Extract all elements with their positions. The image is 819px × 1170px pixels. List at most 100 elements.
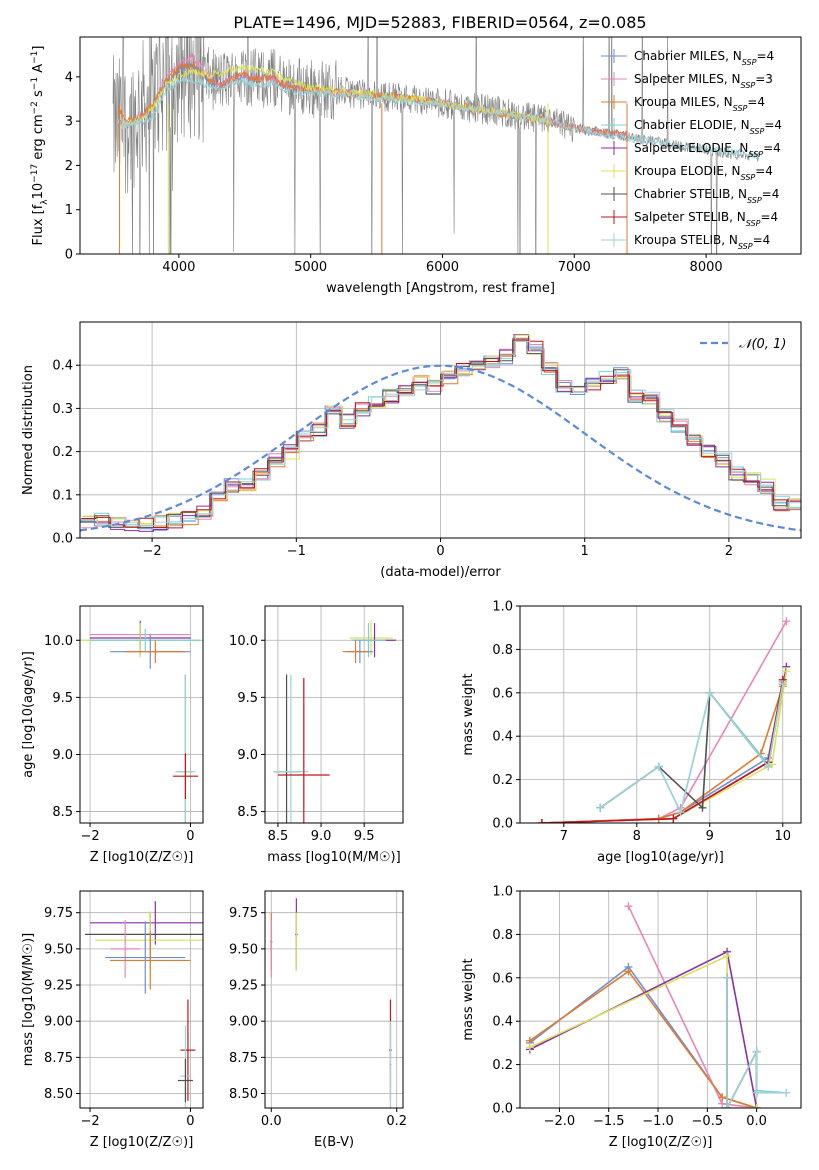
y-tick-label: 0.8 xyxy=(492,643,513,658)
x-tick-label: 0.0 xyxy=(746,1114,767,1129)
y-tick-label: 9.75 xyxy=(229,906,258,921)
y-tick-label: 1.0 xyxy=(492,600,513,615)
panel-mass-vs-metallicity: −2 0 8.50 8.75 9.00 9.25 9.50 9.75 Z [log10(Z/Z☉… xyxy=(21,890,204,1150)
plot-area xyxy=(80,620,201,823)
y-tick-label: 9.5 xyxy=(52,691,73,706)
y-tick-label: 10.0 xyxy=(229,634,258,649)
legend-label: Salpeter ELODIE, NSSP=4 xyxy=(634,141,781,159)
mass-weight-line xyxy=(599,681,784,815)
legend-label: Kroupa MILES, NSSP=4 xyxy=(634,95,765,113)
x-tick-label: 0.0 xyxy=(261,1114,282,1129)
x-axis-label: Z [log10(Z/Z☉)] xyxy=(90,1135,194,1150)
x-tick-label: −2 xyxy=(143,544,162,559)
x-tick-label: 0 xyxy=(436,544,444,559)
axes-frame xyxy=(79,605,204,824)
x-tick-label: 7000 xyxy=(558,260,591,275)
legend-label-sub: SSP xyxy=(738,242,753,251)
y-tick-label: 8.5 xyxy=(237,805,258,820)
x-tick-label: −1.5 xyxy=(593,1114,625,1129)
histogram-series xyxy=(81,339,801,529)
gridlines xyxy=(520,605,801,824)
x-tick-label: −0.5 xyxy=(692,1114,724,1129)
x-axis-label: Z [log10(Z/Z☉)] xyxy=(90,850,194,865)
legend-label-text: Chabrier STELIB, N xyxy=(634,187,747,201)
x-axis-label: (data-model)/error xyxy=(380,565,501,580)
y-tick-label: 9.0 xyxy=(237,748,258,763)
legend-label-text: Salpeter ELODIE, N xyxy=(634,141,748,155)
legend-label-value: =4 xyxy=(763,141,781,155)
mass-weight-line xyxy=(529,954,757,1108)
y-axis-label: age [log10(age/yr)] xyxy=(21,651,36,778)
x-tick-label: 2 xyxy=(725,544,733,559)
legend-label: Salpeter MILES, NSSP=3 xyxy=(634,72,773,90)
histogram-series xyxy=(82,334,801,527)
gridlines xyxy=(80,891,203,1108)
y-tick-label: 9.00 xyxy=(44,1015,73,1030)
legend-label-value: =4 xyxy=(755,164,773,178)
x-tick-label: 0 xyxy=(186,829,194,844)
mass-weight-line xyxy=(529,970,757,1108)
x-tick-label: 6000 xyxy=(426,260,459,275)
y-axis-label-part: Flux [f xyxy=(31,204,46,245)
y-tick-label: 0 xyxy=(65,248,73,263)
legend-label-sub: SSP xyxy=(747,196,762,205)
legend-label-sub: SSP xyxy=(746,219,761,228)
x-axis-label: mass [log10(M/M☉)] xyxy=(267,850,400,865)
y-tick-label: 8.5 xyxy=(52,805,73,820)
plot-area xyxy=(273,620,397,823)
y-axis-label-part: −2 xyxy=(30,101,40,114)
panel-residual-histogram: −2 −1 0 1 2 0.0 0.1 0.2 0.3 0.4 (data-model)/error… xyxy=(21,321,802,580)
legend-label: Chabrier STELIB, NSSP=4 xyxy=(634,187,779,205)
mass-weight-line xyxy=(599,683,784,815)
y-tick-label: 1 xyxy=(65,203,73,218)
legend-label-text: Chabrier MILES, N xyxy=(634,49,742,63)
panel-mass-weight-vs-metallicity: −2.0 −1.5 −1.0 −0.5 0.0 0.0 0.2 0.4 0.6 0.8 1.0 Z [… xyxy=(461,885,802,1150)
legend-label-text: Salpeter MILES, N xyxy=(634,72,741,86)
gridlines xyxy=(520,890,801,1109)
legend-label-text: Chabrier ELODIE, N xyxy=(634,118,750,132)
x-axis-label: E(B-V) xyxy=(314,1135,354,1150)
x-tick-label: −2.0 xyxy=(544,1114,576,1129)
legend-label: Chabrier ELODIE, NSSP=4 xyxy=(634,118,782,136)
plot-area xyxy=(80,334,801,532)
panel-spectrum: 4000 5000 6000 7000 8000 0 1 2 3 4 wavelength [Ang… xyxy=(30,36,802,296)
y-tick-label: 1.0 xyxy=(492,885,513,900)
model-spectrum xyxy=(117,74,760,160)
legend-label-sub: SSP xyxy=(742,58,757,67)
x-tick-label: 4000 xyxy=(162,260,195,275)
histogram-series xyxy=(82,341,801,527)
y-tick-label: 8.50 xyxy=(229,1087,258,1102)
y-tick-label: 0.2 xyxy=(492,1058,513,1073)
histogram-series xyxy=(80,339,801,529)
y-axis-label-part: λ xyxy=(40,199,50,205)
panel-age-vs-metallicity: −2 0 8.5 9.0 9.5 10.0 Z [log10(Z/Z☉)] age [log1… xyxy=(21,605,204,865)
y-axis-label-part: s xyxy=(31,90,46,101)
legend-label-value: =4 xyxy=(753,233,771,247)
panel-mass-weight-vs-age: 7 8 9 10 0.0 0.2 0.4 0.6 0.8 1.0 age [log10(age/yr… xyxy=(461,600,802,865)
x-tick-label: −2 xyxy=(80,829,99,844)
plot-area xyxy=(112,37,760,254)
x-tick-label: −1 xyxy=(287,544,306,559)
y-tick-label: 8.75 xyxy=(229,1051,258,1066)
y-tick-label: 9.50 xyxy=(44,942,73,957)
legend-label-value: =3 xyxy=(755,72,773,86)
y-tick-label: 0.4 xyxy=(492,730,513,745)
y-tick-label: 0.4 xyxy=(52,359,73,374)
legend-label: Kroupa STELIB, NSSP=4 xyxy=(634,233,770,251)
plot-area xyxy=(525,902,791,1108)
y-tick-label: 0.0 xyxy=(52,532,73,547)
legend-label-text: Kroupa STELIB, N xyxy=(634,233,738,247)
x-tick-label: 5000 xyxy=(294,260,327,275)
y-tick-label: 8.50 xyxy=(44,1087,73,1102)
axes-frame xyxy=(519,890,802,1109)
y-tick-label: 0.2 xyxy=(52,445,73,460)
y-axis-label-part: A xyxy=(31,64,46,77)
x-tick-label: 9 xyxy=(706,829,714,844)
x-axis-label: Z [log10(Z/Z☉)] xyxy=(609,1135,713,1150)
axes-frame xyxy=(519,605,802,824)
legend-label-sub: SSP xyxy=(750,127,765,136)
x-tick-label: 10 xyxy=(774,829,791,844)
y-tick-label: 0.6 xyxy=(492,686,513,701)
